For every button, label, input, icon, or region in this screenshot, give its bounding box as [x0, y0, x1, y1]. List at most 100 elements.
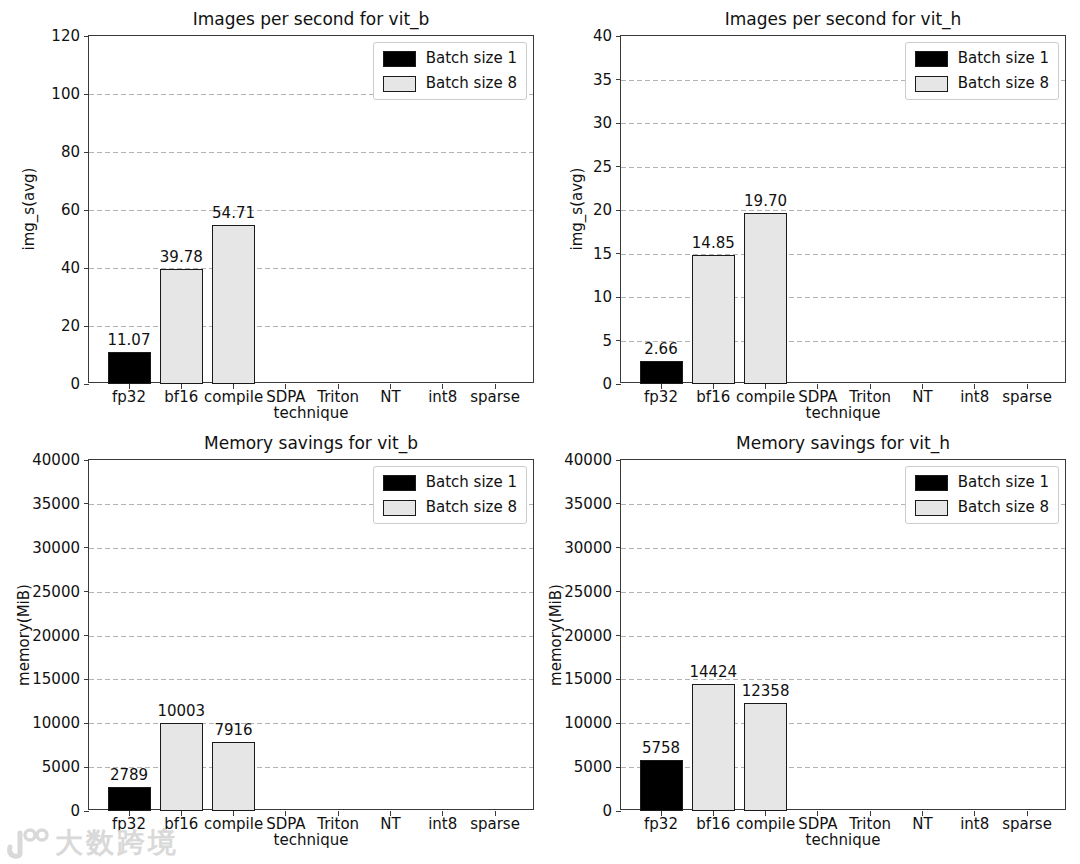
legend-label: Batch size 1: [426, 473, 517, 492]
grid-line: [89, 679, 533, 680]
bar-fp32: [108, 352, 151, 384]
grid-line: [89, 636, 533, 637]
legend-entry: Batch size 8: [915, 74, 1049, 93]
legend-entry: Batch size 1: [383, 49, 517, 68]
y-tick-label: 60: [22, 202, 80, 218]
chart-title: Images per second for vit_h: [621, 6, 1065, 32]
y-tick-mark: [616, 635, 621, 636]
legend-entry: Batch size 1: [915, 473, 1049, 492]
y-tick-mark: [84, 547, 89, 548]
legend: Batch size 1Batch size 8: [905, 466, 1059, 524]
x-axis-label: technique: [621, 405, 1065, 422]
y-tick-mark: [84, 384, 89, 385]
grid-line: [89, 548, 533, 549]
watermark-logo-icon: [4, 826, 50, 860]
legend-label: Batch size 8: [426, 74, 517, 93]
y-tick-mark: [84, 591, 89, 592]
grid-line: [89, 326, 533, 327]
y-tick-mark: [616, 591, 621, 592]
y-tick-mark: [616, 547, 621, 548]
y-tick-label: 20000: [22, 628, 80, 644]
grid-line: [89, 210, 533, 211]
bar-compile: [744, 213, 787, 384]
bar-fp32: [640, 361, 683, 384]
grid-line: [621, 636, 1065, 637]
y-tick-label: 0: [22, 376, 80, 392]
y-tick-label: 15000: [22, 671, 80, 687]
bar-value-label: 7916: [189, 722, 279, 739]
legend-patch-batch1: [915, 51, 948, 67]
bar-compile: [212, 225, 255, 384]
grid-line: [621, 210, 1065, 211]
y-tick-label: 0: [554, 803, 612, 819]
bar-value-label: 54.71: [189, 205, 279, 222]
chart-memory-savings-vit-b: Memory savings for vit_btechniquememory(…: [88, 459, 534, 810]
grid-line: [621, 592, 1065, 593]
legend-entry: Batch size 8: [383, 498, 517, 517]
y-tick-mark: [84, 635, 89, 636]
bar-compile: [744, 703, 787, 811]
legend: Batch size 1 Batch size 8: [373, 42, 527, 100]
x-tick-label: sparse: [982, 816, 1072, 832]
y-tick-mark: [84, 811, 89, 812]
y-tick-label: 100: [22, 86, 80, 102]
bar-bf16: [692, 255, 735, 384]
grid-line: [621, 297, 1065, 298]
y-tick-label: 25000: [22, 584, 80, 600]
y-tick-label: 25: [554, 159, 612, 175]
legend-label: Batch size 8: [958, 74, 1049, 93]
legend-patch-batch1: [383, 475, 416, 491]
grid-line: [89, 152, 533, 153]
y-tick-mark: [616, 723, 621, 724]
y-tick-label: 40: [22, 260, 80, 276]
y-tick-mark: [616, 36, 621, 37]
y-tick-mark: [616, 297, 621, 298]
y-tick-label: 20: [554, 202, 612, 218]
y-tick-label: 10000: [554, 715, 612, 731]
grid-line: [89, 723, 533, 724]
legend-patch-batch8: [915, 76, 948, 92]
y-tick-mark: [84, 152, 89, 153]
y-tick-mark: [84, 503, 89, 504]
y-tick-mark: [84, 326, 89, 327]
y-tick-mark: [616, 811, 621, 812]
chart-title: Memory savings for vit_h: [621, 430, 1065, 456]
watermark: 大数跨境: [4, 826, 179, 860]
y-tick-label: 40000: [554, 452, 612, 468]
y-tick-label: 30000: [22, 540, 80, 556]
y-tick-label: 30: [554, 115, 612, 131]
chart-title: Memory savings for vit_b: [89, 430, 533, 456]
grid-line: [621, 548, 1065, 549]
y-tick-mark: [616, 79, 621, 80]
y-tick-label: 40000: [22, 452, 80, 468]
legend-label: Batch size 1: [958, 49, 1049, 68]
y-tick-mark: [616, 767, 621, 768]
y-tick-label: 20000: [554, 628, 612, 644]
bar-compile: [212, 742, 255, 811]
legend-entry: Batch size 1: [915, 49, 1049, 68]
x-axis-label: technique: [89, 405, 533, 422]
legend-label: Batch size 8: [426, 498, 517, 517]
y-tick-mark: [84, 210, 89, 211]
y-tick-label: 35000: [22, 496, 80, 512]
bar-value-label: 10003: [136, 703, 226, 720]
bar-value-label: 12358: [721, 683, 811, 700]
legend: Batch size 1 Batch size 8: [373, 466, 527, 524]
y-tick-label: 35000: [554, 496, 612, 512]
y-tick-mark: [84, 460, 89, 461]
bar-value-label: 14424: [668, 664, 758, 681]
y-tick-label: 35: [554, 72, 612, 88]
y-tick-mark: [616, 460, 621, 461]
y-tick-label: 120: [22, 28, 80, 44]
x-tick-label: sparse: [982, 389, 1072, 405]
y-tick-mark: [616, 384, 621, 385]
grid-line: [621, 123, 1065, 124]
chart-images-per-second-vit-b: Images per second for vit_btechniqueimg_…: [88, 35, 534, 383]
y-tick-mark: [616, 503, 621, 504]
legend-entry: Batch size 8: [383, 74, 517, 93]
grid-line: [89, 268, 533, 269]
y-tick-mark: [616, 210, 621, 211]
y-tick-label: 20: [22, 318, 80, 334]
bar-value-label: 19.70: [721, 193, 811, 210]
y-tick-mark: [616, 123, 621, 124]
